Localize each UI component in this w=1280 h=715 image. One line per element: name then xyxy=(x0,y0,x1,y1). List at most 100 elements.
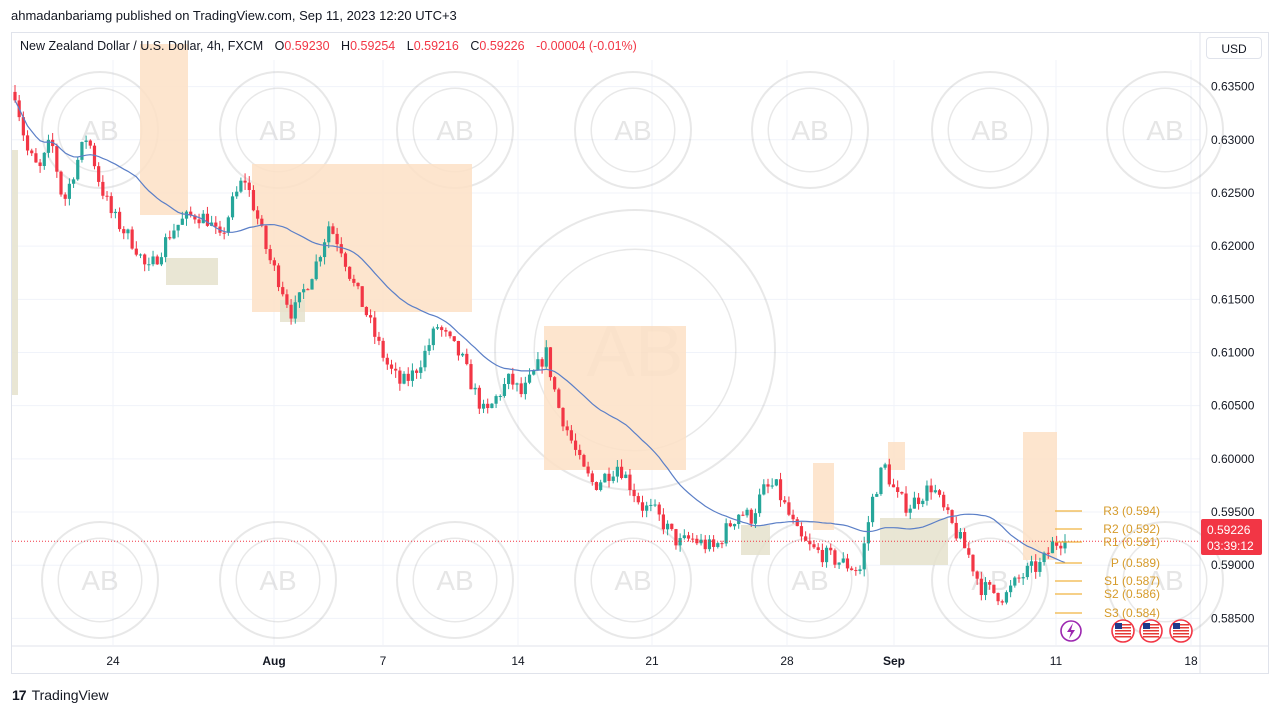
demand-zone xyxy=(166,258,218,285)
candle-down xyxy=(808,540,812,545)
time-tick: 28 xyxy=(780,654,794,668)
candle-up xyxy=(502,384,507,396)
candle-down xyxy=(749,509,753,524)
candle-down xyxy=(197,219,201,224)
candle-up xyxy=(410,370,415,381)
supply-zone xyxy=(888,442,905,470)
time-tick: 24 xyxy=(106,654,120,668)
watermark-badge: AB xyxy=(396,521,514,639)
candle-up xyxy=(147,264,151,266)
candle-up xyxy=(1009,585,1013,593)
candle-up xyxy=(1021,577,1025,579)
candle-up xyxy=(707,539,712,550)
candle-up xyxy=(523,382,527,395)
candle-down xyxy=(339,244,343,254)
currency-button[interactable]: USD xyxy=(1206,37,1262,59)
supply-zone xyxy=(813,463,834,530)
us-flag-stripe xyxy=(1143,630,1159,632)
candle-down xyxy=(929,485,933,493)
time-tick: 14 xyxy=(511,654,525,668)
candle-up xyxy=(293,302,297,319)
candle-up xyxy=(159,257,164,265)
candle-down xyxy=(276,265,281,288)
candle-down xyxy=(540,359,544,367)
candle-down xyxy=(619,466,624,479)
candle-down xyxy=(88,140,92,146)
candle-down xyxy=(787,502,791,515)
candle-up xyxy=(138,254,143,256)
candle-down xyxy=(469,364,473,390)
watermark-ring xyxy=(396,521,514,639)
candle-down xyxy=(456,340,461,356)
candle-up xyxy=(318,257,322,262)
candle-down xyxy=(348,266,352,279)
candle-down xyxy=(406,373,410,381)
candle-up xyxy=(1063,541,1067,549)
us-flag-canton xyxy=(1115,623,1122,629)
candle-up xyxy=(908,508,912,513)
candle-down xyxy=(331,226,335,234)
candle-up xyxy=(732,524,737,527)
candle-up xyxy=(921,500,925,505)
watermark-inner-ring xyxy=(57,537,143,623)
candle-up xyxy=(678,538,682,546)
symbol-name: New Zealand Dollar / U.S. Dollar, 4h, FX… xyxy=(20,39,264,53)
candle-down xyxy=(134,248,138,255)
candle-down xyxy=(272,260,276,266)
chart-frame[interactable] xyxy=(11,32,1269,674)
time-tick: Aug xyxy=(262,654,285,668)
candle-up xyxy=(611,476,615,481)
candle-down xyxy=(561,407,565,427)
candle-up xyxy=(201,213,205,224)
candle-up xyxy=(431,328,435,346)
candle-down xyxy=(942,494,946,508)
candle-up xyxy=(80,141,84,160)
price-tick: 0.61500 xyxy=(1211,292,1255,306)
candle-down xyxy=(25,135,30,151)
candle-down xyxy=(728,523,732,527)
watermark-ring xyxy=(1106,521,1224,639)
candle-down xyxy=(971,554,975,572)
bar-countdown: 03:39:12 xyxy=(1207,539,1254,553)
candle-down xyxy=(992,584,996,593)
candle-down xyxy=(557,389,561,408)
time-tick: Sep xyxy=(883,654,905,668)
us-flag-stripe xyxy=(1115,633,1131,635)
candle-down xyxy=(21,117,25,136)
moving-average-line xyxy=(14,100,1066,564)
candle-down xyxy=(833,550,837,565)
candle-down xyxy=(256,210,260,219)
us-flag-icon xyxy=(1139,619,1163,643)
candle-up xyxy=(327,226,331,243)
candle-up xyxy=(42,152,46,167)
watermark-ring xyxy=(931,71,1049,189)
candle-up xyxy=(699,539,703,544)
candle-down xyxy=(791,514,795,520)
candle-down xyxy=(59,171,63,195)
pivot-label: R1 (0.591) xyxy=(1103,535,1160,549)
candle-down xyxy=(335,233,339,245)
candle-down xyxy=(117,211,122,230)
us-flag-stripe xyxy=(1143,624,1159,626)
candle-up xyxy=(536,359,540,371)
us-flag-stripe xyxy=(1115,627,1131,629)
pivot-label: R2 (0.592) xyxy=(1103,522,1160,536)
candle-up xyxy=(180,218,184,225)
candle-up xyxy=(230,196,235,218)
watermark-ring xyxy=(931,521,1049,639)
candle-down xyxy=(465,353,469,365)
watermark-badge: AB xyxy=(751,521,869,639)
watermark-monogram: AB xyxy=(436,565,473,596)
candle-down xyxy=(712,539,716,547)
price-tick: 0.60000 xyxy=(1211,452,1255,466)
watermark-ring xyxy=(751,71,869,189)
lightning-icon-bolt xyxy=(1067,623,1075,639)
watermark-monogram: AB xyxy=(436,115,473,146)
candle-down xyxy=(38,162,42,167)
us-flag-stripe xyxy=(1115,636,1131,638)
price-tick: 0.61000 xyxy=(1211,346,1255,360)
high-label: H xyxy=(341,39,351,53)
candle-up xyxy=(532,370,536,375)
candle-down xyxy=(640,502,645,511)
